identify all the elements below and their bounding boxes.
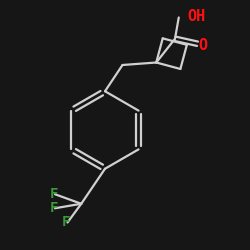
Text: O: O [198,38,207,52]
Text: F: F [62,216,70,230]
Text: F: F [50,187,58,201]
Text: F: F [50,201,58,215]
Text: OH: OH [188,9,206,24]
